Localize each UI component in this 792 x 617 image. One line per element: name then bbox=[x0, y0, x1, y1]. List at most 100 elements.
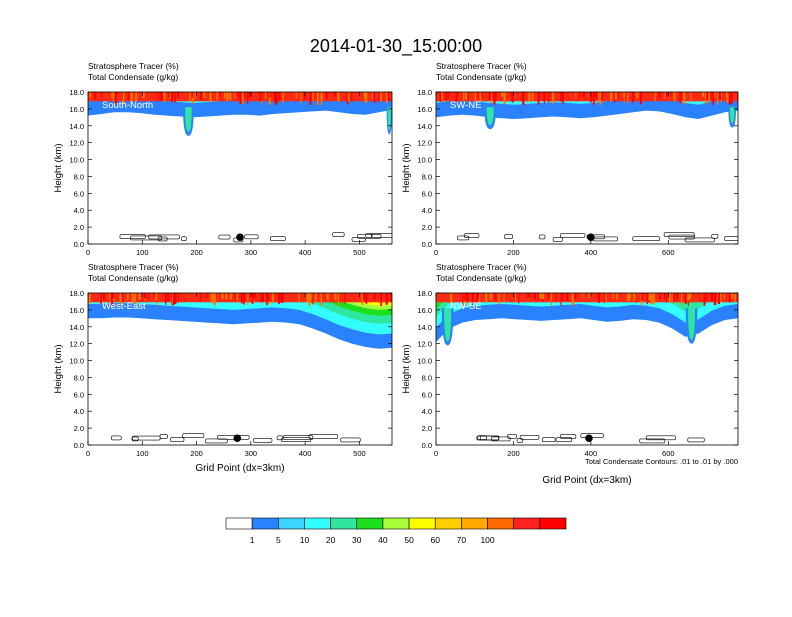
y-tick-label: 12.0 bbox=[417, 340, 432, 349]
colorbar-swatch bbox=[409, 518, 435, 529]
tracer-streak bbox=[711, 293, 713, 301]
tracer-streak bbox=[296, 92, 298, 98]
tracer-streak bbox=[493, 92, 495, 105]
tracer-streak bbox=[583, 92, 585, 97]
colorbar-label: 50 bbox=[404, 535, 414, 545]
tracer-streak bbox=[618, 92, 619, 99]
tracer-streak bbox=[707, 293, 708, 300]
tracer-streak bbox=[734, 293, 736, 302]
x-tick-label: 400 bbox=[299, 449, 312, 458]
y-tick-label: 16.0 bbox=[69, 306, 84, 315]
tracer-streak bbox=[538, 92, 540, 105]
panel-name: SW-NE bbox=[450, 100, 482, 111]
tracer-streak bbox=[504, 293, 505, 302]
tracer-streak bbox=[504, 92, 506, 104]
y-tick-label: 18.0 bbox=[417, 289, 432, 298]
tracer-streak bbox=[344, 293, 345, 304]
tracer-streak bbox=[327, 293, 328, 300]
tracer-streak bbox=[372, 92, 373, 101]
tracer-streak bbox=[647, 293, 648, 304]
tracer-streak bbox=[489, 92, 491, 100]
tracer-streak bbox=[363, 293, 365, 299]
tracer-streak bbox=[665, 92, 666, 99]
tracer-streak bbox=[731, 293, 733, 298]
colorbar-swatch bbox=[304, 518, 330, 529]
tracer-streak bbox=[632, 92, 634, 103]
y-tick-label: 14.0 bbox=[417, 323, 432, 332]
x-tick-label: 100 bbox=[136, 449, 149, 458]
tracer-streak bbox=[235, 293, 236, 302]
y-tick-label: 4.0 bbox=[74, 206, 84, 215]
y-tick-label: 10.0 bbox=[69, 357, 84, 366]
tracer-streak bbox=[709, 92, 711, 102]
tracer-streak bbox=[178, 293, 179, 303]
field-label-condensate: Total Condensate (g/kg) bbox=[436, 273, 526, 283]
tracer-streak bbox=[101, 92, 102, 97]
tracer-streak bbox=[624, 92, 625, 103]
y-tick-label: 0.0 bbox=[422, 441, 432, 450]
y-tick-label: 14.0 bbox=[69, 323, 84, 332]
tracer-streak bbox=[221, 293, 222, 298]
tracer-streak bbox=[685, 293, 687, 304]
tracer-streak bbox=[498, 293, 500, 304]
tracer-streak bbox=[711, 92, 712, 100]
tracer-streak bbox=[174, 92, 175, 103]
tracer-streak bbox=[266, 293, 267, 305]
tracer-streak bbox=[605, 293, 606, 301]
y-tick-label: 0.0 bbox=[422, 240, 432, 249]
tracer-streak bbox=[310, 92, 312, 105]
colorbar-swatch bbox=[278, 518, 304, 529]
tracer-streak bbox=[527, 293, 529, 298]
colorbar-label: 40 bbox=[378, 535, 388, 545]
tracer-streak bbox=[594, 92, 596, 98]
tracer-streak bbox=[562, 92, 564, 104]
y-tick-label: 2.0 bbox=[74, 223, 84, 232]
tracer-streak bbox=[230, 293, 232, 299]
x-tick-label: 200 bbox=[190, 248, 203, 257]
tracer-streak bbox=[374, 293, 376, 300]
tracer-streak bbox=[641, 293, 642, 301]
tracer-streak bbox=[337, 92, 339, 102]
panel-name: NW-SE bbox=[450, 301, 482, 312]
tracer-streak bbox=[139, 293, 141, 300]
tracer-streak bbox=[168, 92, 169, 97]
tracer-streak bbox=[676, 293, 678, 301]
tracer-streak bbox=[704, 293, 706, 306]
x-tick-label: 200 bbox=[507, 449, 520, 458]
x-axis-label: Grid Point (dx=3km) bbox=[542, 475, 631, 486]
colorbar-swatch bbox=[357, 518, 383, 529]
tracer-streak bbox=[334, 92, 336, 97]
tracer-streak bbox=[185, 293, 186, 300]
tracer-streak bbox=[167, 293, 169, 302]
colorbar-label: 5 bbox=[276, 535, 281, 545]
y-axis-label: Height (km) bbox=[401, 344, 412, 393]
location-marker bbox=[587, 233, 595, 241]
tracer-streak bbox=[718, 293, 720, 304]
tracer-streak bbox=[348, 92, 350, 102]
tracer-streak bbox=[247, 92, 249, 98]
tracer-streak bbox=[485, 293, 487, 302]
colorbar-swatch bbox=[252, 518, 278, 529]
tracer-streak bbox=[326, 92, 328, 99]
y-tick-label: 10.0 bbox=[417, 156, 432, 165]
tracer-streak bbox=[283, 92, 284, 103]
x-tick-label: 0 bbox=[434, 248, 438, 257]
colorbar-label: 10 bbox=[300, 535, 310, 545]
tracer-streak bbox=[560, 92, 562, 102]
tracer-streak bbox=[298, 293, 299, 303]
tracer-streak bbox=[195, 92, 196, 100]
tracer-streak bbox=[313, 92, 315, 101]
tracer-streak bbox=[259, 92, 261, 102]
colorbar-label: 20 bbox=[326, 535, 336, 545]
tracer-streak bbox=[386, 92, 388, 103]
x-tick-label: 0 bbox=[434, 449, 438, 458]
tracer-streak bbox=[679, 92, 681, 103]
tracer-streak bbox=[597, 293, 599, 299]
tracer-streak bbox=[596, 92, 598, 100]
tracer-streak bbox=[327, 293, 328, 301]
tracer-streak bbox=[103, 293, 105, 300]
y-tick-label: 16.0 bbox=[417, 306, 432, 315]
tracer-streak bbox=[532, 92, 534, 101]
tracer-streak bbox=[200, 293, 202, 301]
